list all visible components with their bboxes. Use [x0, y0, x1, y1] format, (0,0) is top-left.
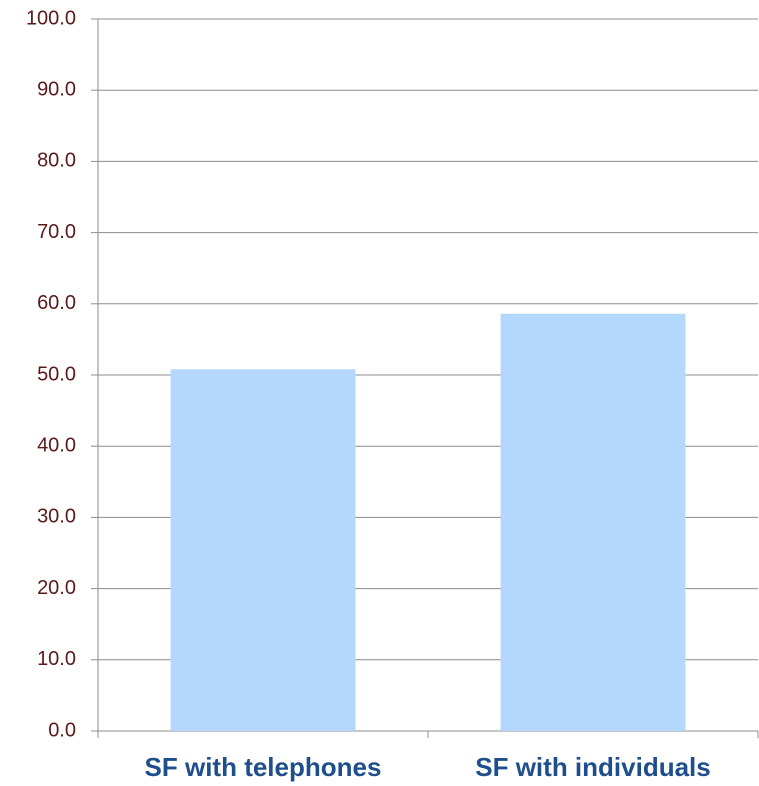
y-tick-label: 0.0 — [48, 719, 76, 741]
bar — [500, 313, 686, 731]
y-tick-label: 40.0 — [37, 434, 76, 456]
x-tick-label: SF with telephones — [145, 752, 382, 782]
y-tick-label: 100.0 — [26, 7, 76, 29]
y-tick-label: 30.0 — [37, 506, 76, 528]
y-tick-label: 90.0 — [37, 78, 76, 100]
y-tick-label: 60.0 — [37, 292, 76, 314]
y-tick-label: 50.0 — [37, 363, 76, 385]
y-tick-label: 10.0 — [37, 648, 76, 670]
x-tick-label: SF with individuals — [475, 752, 710, 782]
y-tick-label: 20.0 — [37, 577, 76, 599]
bar — [170, 369, 356, 731]
y-tick-label: 70.0 — [37, 221, 76, 243]
y-tick-label: 80.0 — [37, 150, 76, 172]
